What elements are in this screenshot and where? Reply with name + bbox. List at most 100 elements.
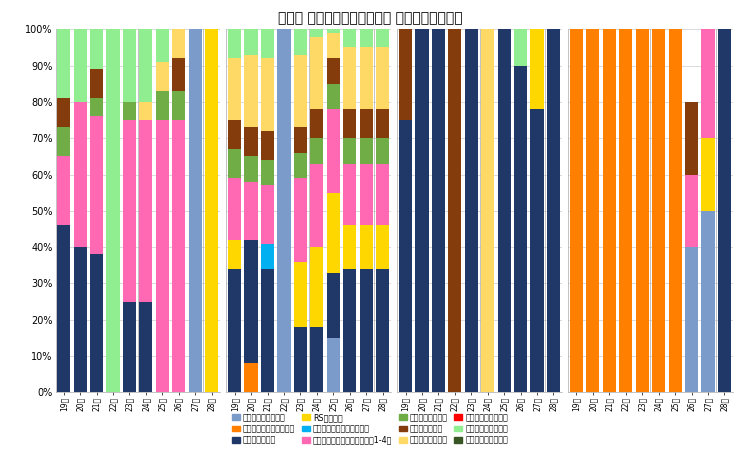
Bar — [228, 120, 241, 149]
Bar — [294, 262, 307, 327]
Bar — [547, 29, 560, 392]
Bar — [360, 164, 373, 226]
Bar — [310, 37, 323, 109]
Bar — [228, 240, 241, 269]
Bar — [343, 47, 356, 109]
Bar — [294, 178, 307, 262]
Bar — [360, 138, 373, 164]
Bar — [603, 29, 616, 392]
Bar — [73, 247, 87, 392]
Bar — [172, 29, 185, 58]
Bar — [57, 127, 70, 156]
Bar — [90, 69, 103, 98]
Bar — [668, 29, 682, 392]
Bar — [261, 58, 274, 131]
Bar — [360, 226, 373, 269]
Bar — [73, 102, 87, 247]
Bar — [244, 29, 258, 55]
Bar — [326, 109, 340, 193]
Bar — [531, 29, 544, 109]
Bar — [652, 29, 665, 392]
Bar — [123, 29, 136, 102]
Bar — [465, 29, 478, 392]
Bar — [155, 91, 169, 120]
Bar — [244, 240, 258, 364]
Bar — [326, 272, 340, 338]
Bar — [497, 29, 511, 392]
Bar — [326, 29, 340, 33]
Bar — [326, 84, 340, 109]
Bar — [155, 29, 169, 62]
Bar — [57, 156, 70, 226]
Bar — [343, 29, 356, 47]
Text: 年齢別 病原体検出割合の推移 （不検出を除く）: 年齢別 病原体検出割合の推移 （不検出を除く） — [278, 11, 462, 25]
Bar — [376, 109, 389, 138]
Bar — [399, 29, 412, 120]
Bar — [228, 29, 241, 58]
Bar — [376, 47, 389, 109]
Bar — [685, 247, 698, 392]
Bar — [228, 269, 241, 392]
Bar — [90, 29, 103, 69]
Bar — [90, 98, 103, 116]
Bar — [244, 55, 258, 127]
Bar — [343, 164, 356, 226]
Bar — [139, 29, 152, 102]
Bar — [432, 29, 445, 392]
Bar — [570, 29, 583, 392]
Bar — [90, 254, 103, 392]
Bar — [244, 182, 258, 240]
Bar — [139, 102, 152, 120]
Bar — [415, 29, 428, 392]
Bar — [57, 226, 70, 392]
Bar — [376, 269, 389, 392]
Bar — [90, 116, 103, 254]
Bar — [73, 29, 87, 102]
Bar — [702, 29, 715, 138]
Bar — [261, 29, 274, 58]
Bar — [205, 29, 218, 392]
Bar — [514, 65, 527, 392]
Bar — [57, 29, 70, 98]
Bar — [360, 47, 373, 109]
Bar — [278, 29, 291, 392]
Bar — [155, 62, 169, 91]
Bar — [326, 58, 340, 84]
Bar — [310, 327, 323, 392]
Bar — [294, 29, 307, 55]
Bar — [685, 175, 698, 247]
Bar — [123, 120, 136, 302]
Bar — [376, 138, 389, 164]
Bar — [107, 29, 120, 392]
Bar — [228, 58, 241, 120]
Legend: 新型コロナウイルス, インフルエンザウイルス, ライノウイルス, RSウイルス, ヒトメタニューモウイルス, パラインフルエンザウイルス1-4型, ヒトボカウイ: 新型コロナウイルス, インフルエンザウイルス, ライノウイルス, RSウイルス,… — [232, 413, 508, 445]
Bar — [57, 98, 70, 127]
Bar — [244, 127, 258, 156]
Bar — [326, 33, 340, 58]
Bar — [310, 109, 323, 138]
Bar — [261, 160, 274, 185]
Bar — [399, 120, 412, 392]
Bar — [294, 153, 307, 178]
Bar — [172, 58, 185, 91]
Bar — [343, 138, 356, 164]
Bar — [294, 127, 307, 153]
Bar — [139, 120, 152, 302]
Bar — [228, 149, 241, 178]
Bar — [326, 338, 340, 392]
Bar — [139, 302, 152, 392]
Bar — [123, 102, 136, 120]
Bar — [702, 211, 715, 392]
Bar — [261, 131, 274, 160]
Bar — [155, 120, 169, 392]
Bar — [531, 109, 544, 392]
Bar — [244, 156, 258, 182]
Bar — [376, 164, 389, 226]
Bar — [514, 29, 527, 65]
Bar — [326, 193, 340, 272]
Bar — [718, 29, 731, 392]
Bar — [310, 29, 323, 37]
Bar — [343, 226, 356, 269]
Bar — [481, 29, 494, 392]
Bar — [360, 29, 373, 47]
